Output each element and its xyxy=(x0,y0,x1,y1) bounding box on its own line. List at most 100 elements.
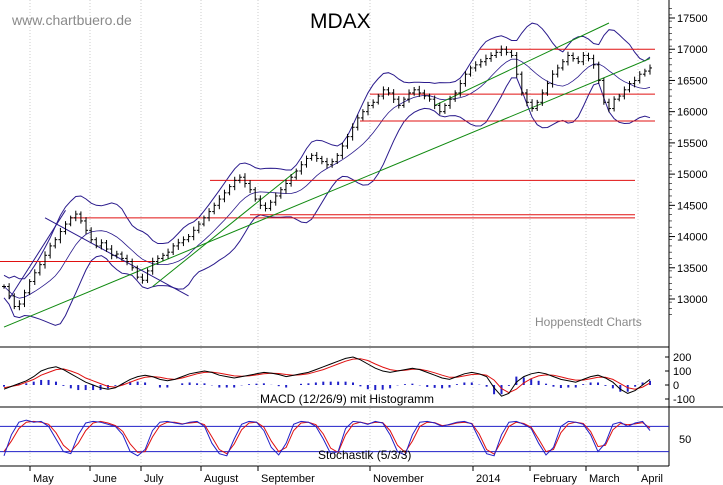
macd-signal-line xyxy=(3,358,651,394)
price-bar xyxy=(601,77,606,105)
price-bar xyxy=(355,114,360,131)
price-bar xyxy=(648,64,652,75)
price-bar xyxy=(642,68,647,77)
price-bar xyxy=(407,89,412,103)
price-bar xyxy=(442,103,447,114)
price-bar xyxy=(160,252,165,261)
price-bar xyxy=(2,284,6,289)
price-bar xyxy=(483,54,488,66)
price-bar xyxy=(304,155,309,168)
price-bar xyxy=(150,257,155,275)
price-bar xyxy=(135,265,140,280)
price-bar xyxy=(335,153,340,164)
y-tick-label: 16500 xyxy=(677,75,708,87)
x-tick-label: August xyxy=(204,473,238,485)
x-tick-label: July xyxy=(144,473,164,485)
price-bar xyxy=(89,227,94,243)
price-bar xyxy=(345,133,350,149)
price-bar xyxy=(299,161,304,175)
price-bar xyxy=(391,89,396,103)
price-bar xyxy=(396,96,401,109)
credit-label: Hoppenstedt Charts xyxy=(535,315,642,329)
y-tick-label: 14000 xyxy=(677,232,708,244)
price-bar xyxy=(130,258,135,271)
price-bar xyxy=(181,236,186,247)
price-bar xyxy=(581,52,586,66)
price-bar xyxy=(114,250,119,259)
price-axis: 13000 13500 14000 14500 15000 15500 16000 16500… xyxy=(669,8,708,315)
price-bar xyxy=(196,221,201,234)
price-bar xyxy=(48,242,53,259)
price-bar xyxy=(560,59,565,71)
price-bar xyxy=(191,226,196,241)
price-bar xyxy=(176,238,181,250)
chart-title: MDAX xyxy=(310,10,371,33)
price-bar xyxy=(43,251,48,269)
price-bar xyxy=(550,70,555,88)
price-bar xyxy=(227,184,232,196)
stochastic-tick-label: 50 xyxy=(679,434,691,446)
price-bar xyxy=(381,86,386,100)
time-axis: May June July August September November 2014 Fe… xyxy=(29,466,663,485)
price-bar xyxy=(268,199,273,211)
price-bar xyxy=(366,101,371,116)
macd-tick-label: 0 xyxy=(673,380,679,392)
x-tick-label: September xyxy=(261,473,315,485)
price-bar xyxy=(258,195,263,210)
price-bar xyxy=(22,289,27,308)
x-tick-label: February xyxy=(533,473,578,485)
price-bar xyxy=(509,50,514,58)
price-bar xyxy=(78,211,83,224)
price-bar xyxy=(427,93,432,102)
price-bar xyxy=(294,168,299,180)
y-tick-label: 17000 xyxy=(677,44,708,56)
stochastic-panel: 50 xyxy=(0,419,691,457)
bollinger-upper xyxy=(3,22,651,280)
price-bar xyxy=(499,45,504,57)
price-bar xyxy=(330,158,335,168)
price-bar xyxy=(524,89,529,107)
price-bar xyxy=(125,254,130,266)
price-bar xyxy=(319,155,324,165)
x-tick-label: 2014 xyxy=(476,473,500,485)
bollinger-lower xyxy=(3,77,651,326)
price-bar xyxy=(314,152,319,162)
price-bar xyxy=(171,243,176,256)
macd-panel: 200 100 0 -100 xyxy=(3,352,695,406)
price-bar xyxy=(555,64,560,78)
price-bar xyxy=(494,49,499,59)
price-bar xyxy=(201,215,206,227)
y-tick-label: 16000 xyxy=(677,107,708,119)
price-bar xyxy=(37,261,42,276)
x-tick-label: June xyxy=(93,473,117,485)
x-tick-label: May xyxy=(33,473,54,485)
y-tick-label: 17500 xyxy=(677,13,708,25)
price-bar xyxy=(63,221,68,235)
x-tick-label: April xyxy=(641,473,663,485)
price-bar xyxy=(212,202,217,215)
price-bar xyxy=(386,87,391,96)
price-bar xyxy=(84,217,89,235)
price-bar xyxy=(514,52,519,78)
price-bar xyxy=(565,51,570,66)
price-bar xyxy=(94,237,99,249)
macd-tick-label: 200 xyxy=(673,352,691,364)
y-tick-label: 15000 xyxy=(677,169,708,181)
price-bar xyxy=(32,269,37,286)
price-bar xyxy=(273,192,278,206)
price-bar xyxy=(519,71,524,96)
price-bar xyxy=(571,52,576,62)
price-bar xyxy=(99,239,104,250)
price-bar xyxy=(232,176,237,191)
price-bar xyxy=(591,54,596,69)
macd-line xyxy=(3,356,651,397)
support-resistance-lines xyxy=(0,48,655,263)
macd-title: MACD (12/26/9) mit Histogramm xyxy=(260,392,434,406)
x-tick-label: March xyxy=(589,473,620,485)
price-bar xyxy=(448,95,453,109)
price-bar xyxy=(473,61,478,72)
price-bar xyxy=(283,179,288,194)
price-bar xyxy=(104,239,109,252)
price-bar xyxy=(155,255,160,265)
